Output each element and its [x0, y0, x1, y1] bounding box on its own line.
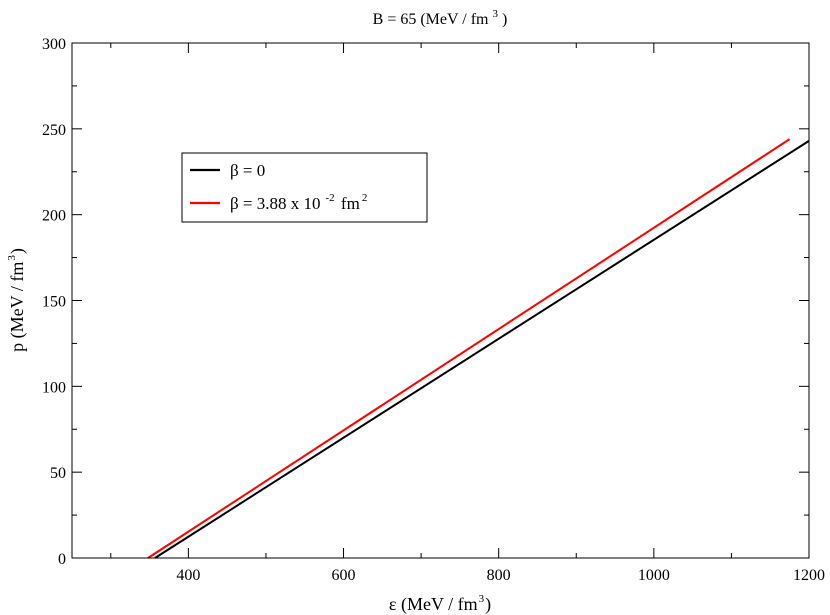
- x-tick-label: 600: [332, 567, 356, 584]
- y-tick-label: 100: [42, 379, 66, 396]
- y-tick-label: 300: [42, 36, 66, 53]
- x-tick-label: 1200: [793, 567, 825, 584]
- series-line-2: [147, 138, 791, 559]
- axes: 400 600 800 1000 1200 0 50 100 150 200 250 300: [42, 36, 825, 584]
- series-lines: [147, 138, 810, 559]
- series-line-1: [154, 140, 810, 559]
- y-axis-title: p (MeV / fm3): [6, 248, 28, 352]
- y-tick-label: 200: [42, 208, 66, 225]
- y-tick-label: 250: [42, 122, 66, 139]
- x-axis-title: ε (MeV / fm3): [389, 593, 491, 615]
- y-tick-label: 0: [58, 551, 66, 568]
- chart-title: B = 65 (MeV / fm 3): [373, 8, 508, 28]
- legend-label-series-1: β = 0: [230, 161, 265, 180]
- legend-box: [181, 152, 428, 223]
- x-tick-label: 1000: [638, 567, 670, 584]
- x-tick-label: 800: [487, 567, 511, 584]
- y-tick-label: 50: [50, 465, 66, 482]
- y-tick-label: 150: [42, 294, 66, 311]
- plot-frame: [71, 42, 810, 559]
- x-tick-label: 400: [176, 567, 200, 584]
- legend: β = 0 β = 3.88 x 10 -2 fm 2: [181, 152, 428, 223]
- legend-label-series-2: β = 3.88 x 10 -2 fm 2: [230, 192, 367, 213]
